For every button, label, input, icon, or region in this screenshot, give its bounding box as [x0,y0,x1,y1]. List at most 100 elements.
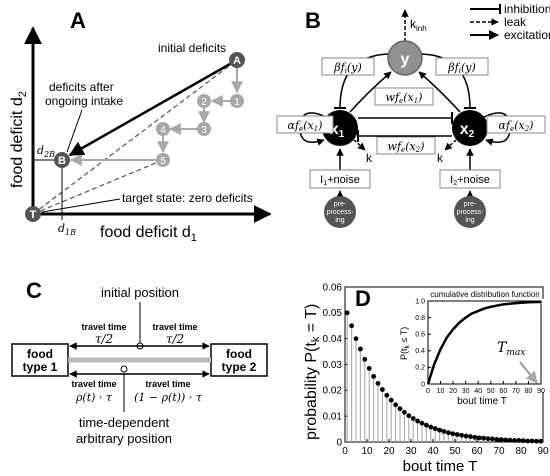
a-d1b-label: d1B [58,222,76,237]
d-point [419,420,425,426]
d-point [349,323,354,329]
b-alpha-left-box [276,115,334,134]
d-point [428,424,434,430]
svg-text:food: food [226,347,252,361]
b-beta-right-box [435,57,489,76]
svg-text:3: 3 [201,125,207,136]
d-point [410,416,416,421]
d-inset-ytick-label: 0 [421,381,425,388]
b-kinh-label: kinh [410,17,427,33]
svg-text:process-: process- [327,209,355,216]
b-node-x2 [452,110,488,146]
d-point [441,429,447,434]
svg-text:k: k [366,151,373,165]
d-main-xtick-label: 20 [383,446,395,457]
d-point [424,422,429,428]
svg-text:type 2: type 2 [222,360,257,374]
a-after-intake-1: deficits after [49,80,114,94]
panel-b: B inhibition leak excitation kinh y βfi(… [276,2,550,228]
d-point [476,435,482,441]
b-leak-right [444,139,457,151]
svg-text:travel time: travel time [152,322,197,332]
d-point [516,438,522,443]
d-inset-xtick-label: 40 [474,388,482,395]
d-inset-bg [413,299,545,392]
panel-a: A food deficit d2 food deficit d1 1 2 3 … [9,8,272,244]
d-inset-title: cumulative distribution function [430,290,539,299]
a-staircase [69,66,243,166]
d-inset-xtick-label: 90 [537,388,545,395]
d-point [371,373,376,379]
b-input-2-box [439,169,501,189]
a-d2b-label: d2B [37,144,55,159]
d-point [534,438,539,444]
c-initial-position: initial position [101,285,179,300]
a-point-a [229,52,245,68]
d-point [366,365,372,371]
d-point [463,433,469,439]
d-point [393,402,398,408]
a-after-intake-pointer [66,109,83,153]
panel-c: C initial position food type 1 food type… [11,278,268,446]
d-inset-xtick-label: 20 [449,388,457,395]
panel-c-label: C [26,278,42,303]
d-inset-xtick-label: 60 [499,388,507,395]
panel-b-label: B [305,8,321,33]
a-point-t [25,206,41,222]
d-tmax-label: Tmax [497,340,525,358]
svg-text:pre-: pre- [464,201,477,208]
svg-text:pre-: pre- [334,201,347,208]
d-main-xtick-label: 80 [515,446,527,457]
svg-text:travel time: travel time [71,379,116,389]
d-point [344,310,350,316]
svg-text:process-: process- [457,209,485,216]
d-main-xtick-label: 60 [471,446,483,457]
a-y-axis-label: food deficit d2 [9,91,29,188]
d-inset-ytick-label: 1.0 [415,298,425,305]
svg-text:5: 5 [160,156,166,167]
svg-text:travel time: travel time [81,322,126,332]
svg-text:τ/2: τ/2 [166,332,184,346]
svg-text:αfe(x1): αfe(x1) [288,119,323,133]
d-main-xtick-label: 0 [342,446,348,457]
d-point [490,436,495,442]
d-point [459,432,464,438]
svg-text:leak: leak [504,15,527,29]
d-point [498,437,504,443]
panel-a-label: A [70,8,86,33]
b-w-right-box [376,136,436,155]
svg-text:A: A [233,55,241,67]
a-target-pointer [41,198,121,213]
b-preprocessing-right [454,196,486,228]
d-inset-xtick-label: 10 [437,388,445,395]
c-food-type-1 [11,343,69,377]
a-direct-arrow [68,62,231,157]
d-tmax-arrow [519,361,538,384]
d-main-ytick-label: 0.03 [323,360,343,371]
d-point [362,356,368,362]
svg-text:wfe(x1): wfe(x1) [386,91,423,105]
d-point [432,426,438,431]
d-main-ytick-label: 0.06 [323,282,343,293]
d-point [388,397,394,403]
d-inset-ytick-label: 0.4 [415,348,425,355]
d-inset-plot: 0 10 20 30 40 50 60 70 80 90 0 0.2 0.4 0.6 0.8 1.0 [413,298,545,395]
d-main-xtick-label: 10 [361,446,373,457]
b-leak-left [353,139,366,151]
d-point [481,435,486,441]
svg-text:B: B [58,155,66,167]
d-point [375,380,381,386]
svg-text:T: T [30,209,37,221]
d-main-ytick-label: 0 [336,437,342,448]
a-x-axis-label: food deficit d1 [100,224,197,244]
svg-text:x2: x2 [460,121,475,140]
d-point [384,392,390,398]
svg-text:1: 1 [234,97,240,108]
d-point [512,438,517,443]
d-inset-xtick-label: 0 [426,388,430,395]
d-point [525,438,530,444]
d-point [454,432,460,437]
b-beta-left-box [321,57,375,76]
d-main-ytick-label: 0.01 [323,412,343,423]
d-inset-ylabel: P(tk ≤ T) [399,327,411,360]
